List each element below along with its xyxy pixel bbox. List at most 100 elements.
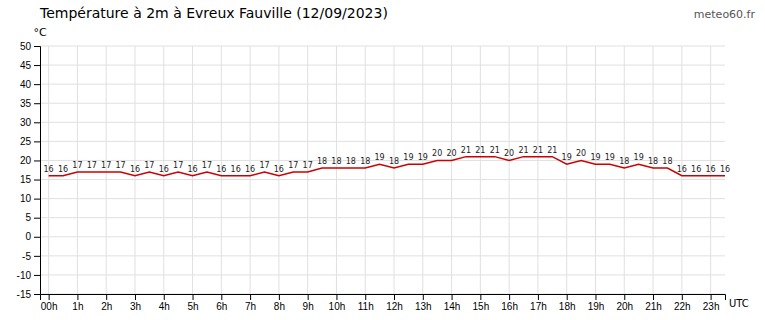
- data-label: 17: [144, 161, 154, 170]
- y-axis-line: [34, 47, 41, 295]
- data-label: 16: [216, 165, 226, 174]
- y-tick-mark: [34, 46, 40, 47]
- y-tick-mark: [34, 199, 40, 200]
- x-tick: 00h: [41, 294, 58, 312]
- data-label: 18: [389, 157, 399, 166]
- y-tick: 35: [20, 98, 40, 109]
- y-tick-label: 5: [25, 212, 31, 223]
- data-label: 16: [159, 165, 169, 174]
- y-tick-label: -15: [17, 289, 32, 300]
- y-tick-mark: [34, 103, 40, 104]
- data-label: 16: [187, 165, 197, 174]
- y-tick-label: -5: [22, 251, 31, 262]
- grid-line-y: [40, 274, 725, 275]
- y-tick: 15: [20, 174, 40, 185]
- x-tick-label: 1h: [72, 301, 83, 312]
- x-tick-label: 11h: [358, 301, 374, 312]
- x-tick-label: 23h: [703, 301, 720, 312]
- x-tick-mark: [336, 294, 337, 300]
- data-label: 18: [317, 157, 327, 166]
- x-tick-label: 21h: [645, 301, 662, 312]
- chart: 00h1h2h3h4h5h6h7h8h9h10h11h12h13h14h15h1…: [0, 0, 765, 320]
- x-tick-mark: [365, 294, 366, 300]
- x-tick-label: 5h: [187, 301, 198, 312]
- x-tick-label: 2h: [101, 301, 112, 312]
- x-tick-mark: [653, 294, 654, 300]
- temperature-line: [49, 157, 725, 176]
- data-label: 17: [288, 161, 298, 170]
- x-tick-mark: [221, 294, 222, 300]
- y-tick: 5: [25, 212, 40, 223]
- grid-line-x: [394, 46, 395, 294]
- x-tick-mark: [77, 294, 78, 300]
- y-tick: 45: [20, 60, 40, 71]
- x-tick: 7h: [245, 294, 256, 312]
- x-tick: 12h: [386, 294, 403, 312]
- x-tick: 14h: [444, 294, 461, 312]
- grid-line-x: [653, 46, 654, 294]
- grid-line-x: [537, 46, 538, 294]
- annotation-watermark: meteo60.fr: [694, 8, 756, 21]
- grid-line-y: [40, 141, 725, 142]
- x-axis-line: [41, 295, 726, 301]
- x-tick-mark: [423, 294, 424, 300]
- y-tick-mark: [34, 84, 40, 85]
- data-label: 16: [130, 165, 140, 174]
- grid-line-x: [106, 46, 107, 294]
- x-axis: 00h1h2h3h4h5h6h7h8h9h10h11h12h13h14h15h1…: [41, 294, 726, 312]
- data-label: 16: [245, 165, 255, 174]
- grid-line-y: [40, 255, 725, 256]
- grid-line-y: [40, 179, 725, 180]
- y-axis: -15-10-505101520253035404550: [17, 41, 41, 300]
- data-label: 17: [72, 161, 82, 170]
- x-tick-label: 15h: [473, 301, 490, 312]
- x-tick: 23h: [703, 294, 720, 312]
- x-tick-mark: [595, 294, 596, 300]
- data-label: 17: [173, 161, 183, 170]
- grid-line-x: [480, 46, 481, 294]
- data-label: 18: [662, 157, 672, 166]
- x-tick-label: 4h: [159, 301, 170, 312]
- data-labels: 1616171717171617161716171616161716171718…: [44, 146, 731, 174]
- x-tick-mark: [624, 294, 625, 300]
- grid-line-y: [40, 103, 725, 104]
- data-label: 18: [346, 157, 356, 166]
- y-tick-label: 50: [20, 41, 32, 52]
- y-tick-label: 45: [20, 60, 32, 71]
- data-label: 18: [619, 157, 629, 166]
- x-tick-label: 14h: [444, 301, 461, 312]
- x-tick: 16h: [501, 294, 518, 312]
- data-label: 16: [677, 165, 687, 174]
- x-tick-mark: [308, 294, 309, 300]
- y-tick-mark: [34, 122, 40, 123]
- data-label: 21: [490, 146, 500, 155]
- y-tick-mark: [34, 141, 40, 142]
- x-tick: 11h: [358, 294, 374, 312]
- y-tick: 25: [20, 136, 40, 147]
- y-tick-mark: [34, 256, 40, 257]
- x-tick: 9h: [303, 294, 314, 312]
- x-tick: 2h: [101, 294, 112, 312]
- x-tick-mark: [394, 294, 395, 300]
- x-tick-label: 6h: [216, 301, 227, 312]
- data-label: 16: [44, 165, 54, 174]
- grid: [40, 46, 725, 294]
- x-tick: 3h: [130, 294, 141, 312]
- grid-line-x: [509, 46, 510, 294]
- x-tick-mark: [509, 294, 510, 300]
- data-label: 16: [691, 165, 701, 174]
- grid-line-x: [624, 46, 625, 294]
- data-label: 19: [590, 153, 600, 162]
- y-tick: 10: [20, 193, 40, 204]
- data-label: 18: [648, 157, 658, 166]
- data-label: 21: [461, 146, 471, 155]
- x-tick-label: 20h: [616, 301, 633, 312]
- x-tick-label: 22h: [674, 301, 691, 312]
- grid-line-x: [365, 46, 366, 294]
- data-label: 16: [706, 165, 716, 174]
- y-tick-label: 40: [20, 79, 32, 90]
- data-label: 19: [403, 153, 413, 162]
- data-label: 17: [303, 161, 313, 170]
- y-tick-label: -10: [17, 270, 32, 281]
- x-tick-label: 13h: [415, 301, 432, 312]
